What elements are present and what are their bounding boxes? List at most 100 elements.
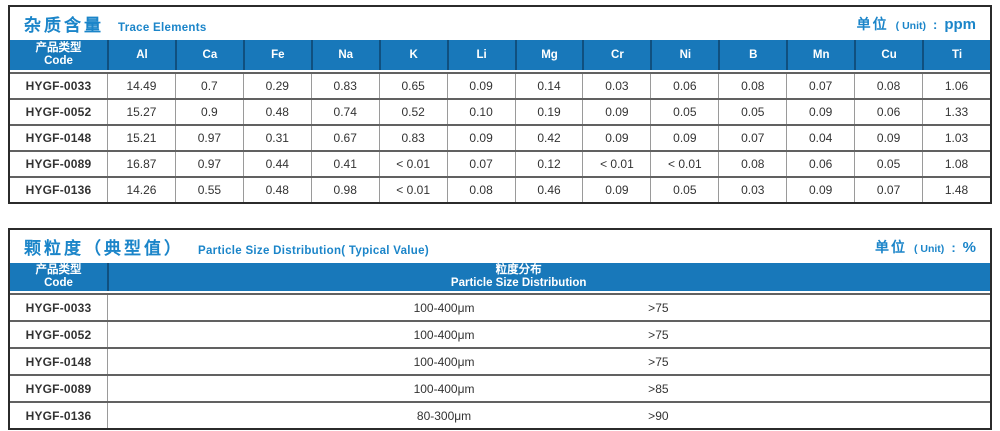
- code-header-zh: 产品类型: [35, 42, 82, 54]
- trace-elements-header-row: 产品类型 Code Al Ca Fe Na K Li Mg Cr Ni B Mn Cu Ti: [10, 40, 990, 72]
- particle-size-table: 颗粒度（典型值） Particle Size Distribution( Typ…: [8, 228, 992, 430]
- code-header-zh: 产品类型: [35, 264, 82, 276]
- element-header-cell: B: [718, 40, 786, 70]
- percent-value: >75: [648, 300, 669, 315]
- value-cell: 0.83: [310, 74, 379, 98]
- table-title-en: Trace Elements: [118, 22, 207, 34]
- value-cell: < 0.01: [378, 152, 447, 176]
- particle-size-titlebar: 颗粒度（典型值） Particle Size Distribution( Typ…: [10, 230, 990, 263]
- code-cell: HYGF-0089: [25, 157, 92, 171]
- value-cell: 0.48: [242, 178, 311, 202]
- value-cell: < 0.01: [378, 178, 447, 202]
- size-range-value: 100-400μm: [413, 381, 475, 396]
- value-cell: 0.08: [718, 74, 786, 98]
- particle-size-title: 颗粒度（典型值） Particle Size Distribution( Typ…: [24, 234, 429, 259]
- unit-label-zh: 单位: [874, 238, 907, 255]
- value-cell: 0.67: [310, 126, 379, 150]
- value-cell: 0.08: [718, 152, 786, 176]
- trace-elements-body: HYGF-0033 14.49 0.7 0.29 0.83 0.65 0.09 0.14 0.0…: [10, 72, 990, 202]
- code-column-header: 产品类型 Code: [10, 263, 107, 291]
- value-cell: 0.09: [582, 126, 650, 150]
- distribution-cell: 100-400μm >75: [107, 295, 990, 320]
- code-column-header: 产品类型 Code: [10, 40, 107, 70]
- value-cell: 0.9: [174, 100, 243, 124]
- value-cell: 0.06: [650, 74, 718, 98]
- trace-elements-title: 杂质含量 Trace Elements: [24, 11, 207, 36]
- table-row: HYGF-0089 100-400μm >85: [10, 374, 990, 401]
- table-row: HYGF-0148 15.21 0.97 0.31 0.67 0.83 0.09 0.42 0.…: [10, 124, 990, 150]
- table-title-en: Particle Size Distribution( Typical Valu…: [198, 245, 429, 257]
- value-cell: 14.26: [107, 178, 175, 202]
- value-cell: 0.08: [854, 74, 922, 98]
- value-cell: 0.05: [650, 100, 718, 124]
- element-header-cell: Ni: [650, 40, 718, 70]
- code-cell: HYGF-0033: [25, 79, 92, 93]
- value-cell: 0.46: [514, 178, 583, 202]
- particle-size-body: HYGF-0033 100-400μm >75 HYGF-0052 100-400μm >…: [10, 293, 990, 428]
- code-cell: HYGF-0136: [25, 183, 92, 197]
- percent-value: >75: [648, 327, 669, 342]
- value-cell: 0.65: [378, 74, 447, 98]
- value-cell: 0.97: [174, 126, 243, 150]
- code-cell: HYGF-0148: [25, 131, 92, 145]
- element-header-cell: Fe: [242, 40, 311, 70]
- value-cell: 0.41: [310, 152, 379, 176]
- table-title-zh: 颗粒度（典型值）: [24, 239, 184, 258]
- value-cell: 0.19: [514, 100, 583, 124]
- element-header-cell: Mg: [514, 40, 583, 70]
- element-header-cell: Mn: [786, 40, 854, 70]
- percent-value: >75: [648, 354, 669, 369]
- size-range-value: 100-400μm: [413, 354, 475, 369]
- trace-elements-titlebar: 杂质含量 Trace Elements 单位 ( Unit) : ppm: [10, 7, 990, 40]
- value-cell: 0.07: [786, 74, 854, 98]
- value-cell: 15.21: [107, 126, 175, 150]
- value-cell: 0.03: [582, 74, 650, 98]
- code-header-en: Code: [44, 277, 73, 289]
- distribution-cell: 80-300μm >90: [107, 403, 990, 428]
- value-cell: 0.05: [854, 152, 922, 176]
- value-cell: 0.44: [242, 152, 311, 176]
- distribution-cell: 100-400μm >75: [107, 349, 990, 374]
- value-cell: 0.97: [174, 152, 243, 176]
- value-cell: 0.06: [854, 100, 922, 124]
- unit-label-en: ( Unit): [913, 242, 945, 255]
- value-cell: 0.74: [310, 100, 379, 124]
- unit-label-en: ( Unit): [895, 19, 926, 32]
- value-cell: 1.33: [922, 100, 990, 124]
- size-range-value: 100-400μm: [413, 327, 475, 342]
- particle-size-header-row: 产品类型 Code 粒度分布 Particle Size Distributio…: [10, 263, 990, 293]
- unit-label-zh: 单位: [856, 15, 889, 32]
- size-range-value: 100-400μm: [413, 300, 475, 315]
- code-cell: HYGF-0136: [25, 408, 92, 423]
- value-cell: 0.09: [854, 126, 922, 150]
- element-header-cell: Cr: [582, 40, 650, 70]
- percent-value: >90: [648, 408, 669, 423]
- element-header-cell: Al: [107, 40, 175, 70]
- element-header-cell: Li: [446, 40, 515, 70]
- value-cell: 1.03: [922, 126, 990, 150]
- value-cell: 1.48: [922, 178, 990, 202]
- value-cell: 0.09: [786, 100, 854, 124]
- value-cell: 1.06: [922, 74, 990, 98]
- value-cell: 0.12: [514, 152, 583, 176]
- value-cell: 0.07: [854, 178, 922, 202]
- value-cell: 0.09: [582, 100, 650, 124]
- table-row: HYGF-0089 16.87 0.97 0.44 0.41 < 0.01 0.07 0.12…: [10, 150, 990, 176]
- unit-colon: :: [932, 16, 938, 32]
- element-header-cell: K: [378, 40, 447, 70]
- table-title-zh: 杂质含量: [24, 16, 104, 35]
- table-row: HYGF-0136 14.26 0.55 0.48 0.98 < 0.01 0.08 0.46…: [10, 176, 990, 202]
- value-cell: 0.31: [242, 126, 311, 150]
- distribution-column-header: 粒度分布 Particle Size Distribution: [107, 263, 990, 291]
- unit-value: %: [962, 238, 976, 256]
- value-cell: 14.49: [107, 74, 175, 98]
- value-cell: 0.09: [446, 126, 515, 150]
- size-range-value: 80-300μm: [416, 408, 472, 423]
- value-cell: 0.83: [378, 126, 447, 150]
- code-cell: HYGF-0089: [25, 381, 92, 396]
- value-cell: 0.07: [446, 152, 515, 176]
- table-row: HYGF-0148 100-400μm >75: [10, 347, 990, 374]
- value-cell: 0.07: [718, 126, 786, 150]
- value-cell: 15.27: [107, 100, 175, 124]
